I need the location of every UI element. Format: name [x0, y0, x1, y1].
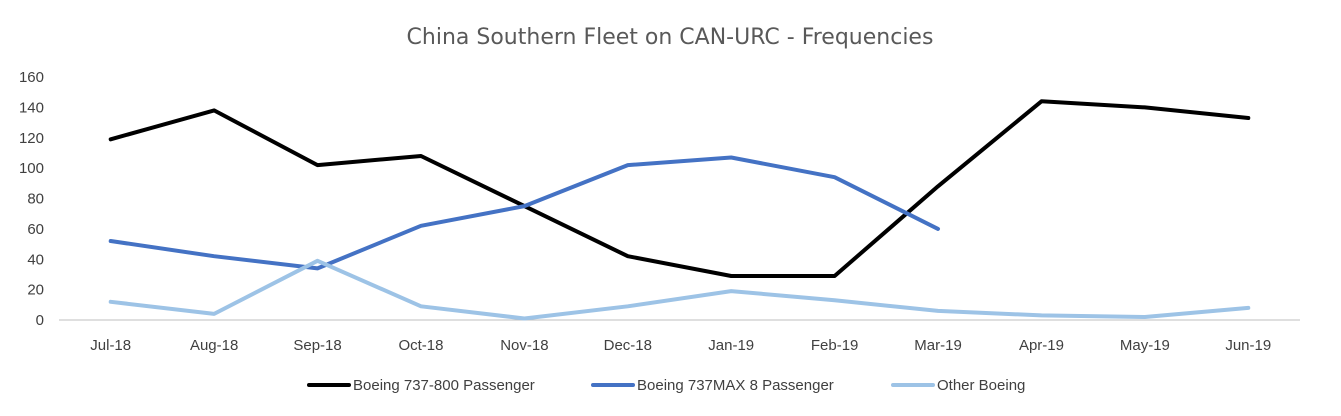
- legend-label: Boeing 737-800 Passenger: [353, 377, 535, 394]
- y-tick-label: 120: [19, 130, 44, 147]
- chart-title: China Southern Fleet on CAN-URC - Freque…: [407, 25, 934, 50]
- x-tick-label: Nov-18: [500, 337, 548, 354]
- legend-label: Boeing 737MAX 8 Passenger: [637, 377, 834, 394]
- x-tick-label: Jan-19: [708, 337, 754, 354]
- legend-label: Other Boeing: [937, 377, 1025, 394]
- legend: Boeing 737-800 Passenger Boeing 737MAX 8 …: [307, 377, 1025, 394]
- y-tick-label: 140: [19, 99, 44, 116]
- x-tick-label: Feb-19: [811, 337, 859, 354]
- x-tick-label: Dec-18: [604, 337, 652, 354]
- y-tick-label: 100: [19, 160, 44, 177]
- y-axis-ticks: 0 20 40 60 80 100 120 140 160: [19, 69, 44, 329]
- x-axis-ticks: Jul-18 Aug-18 Sep-18 Oct-18 Nov-18 Dec-18 Jan-…: [90, 337, 1271, 354]
- y-tick-label: 20: [27, 282, 44, 299]
- x-tick-label: Jul-18: [90, 337, 131, 354]
- y-tick-label: 160: [19, 69, 44, 86]
- y-tick-label: 0: [36, 312, 44, 329]
- series-line-1: [108, 99, 1251, 278]
- x-tick-label: Oct-18: [398, 337, 443, 354]
- y-tick-label: 80: [27, 191, 44, 208]
- series-line-2: [108, 155, 940, 271]
- x-tick-label: Aug-18: [190, 337, 238, 354]
- series-group: [108, 99, 1251, 321]
- x-tick-label: May-19: [1120, 337, 1170, 354]
- x-tick-label: Jun-19: [1225, 337, 1271, 354]
- y-tick-label: 40: [27, 251, 44, 268]
- x-tick-label: Mar-19: [914, 337, 962, 354]
- y-tick-label: 60: [27, 221, 44, 238]
- series-line-3: [108, 258, 1251, 321]
- x-tick-label: Sep-18: [293, 337, 341, 354]
- x-tick-label: Apr-19: [1019, 337, 1064, 354]
